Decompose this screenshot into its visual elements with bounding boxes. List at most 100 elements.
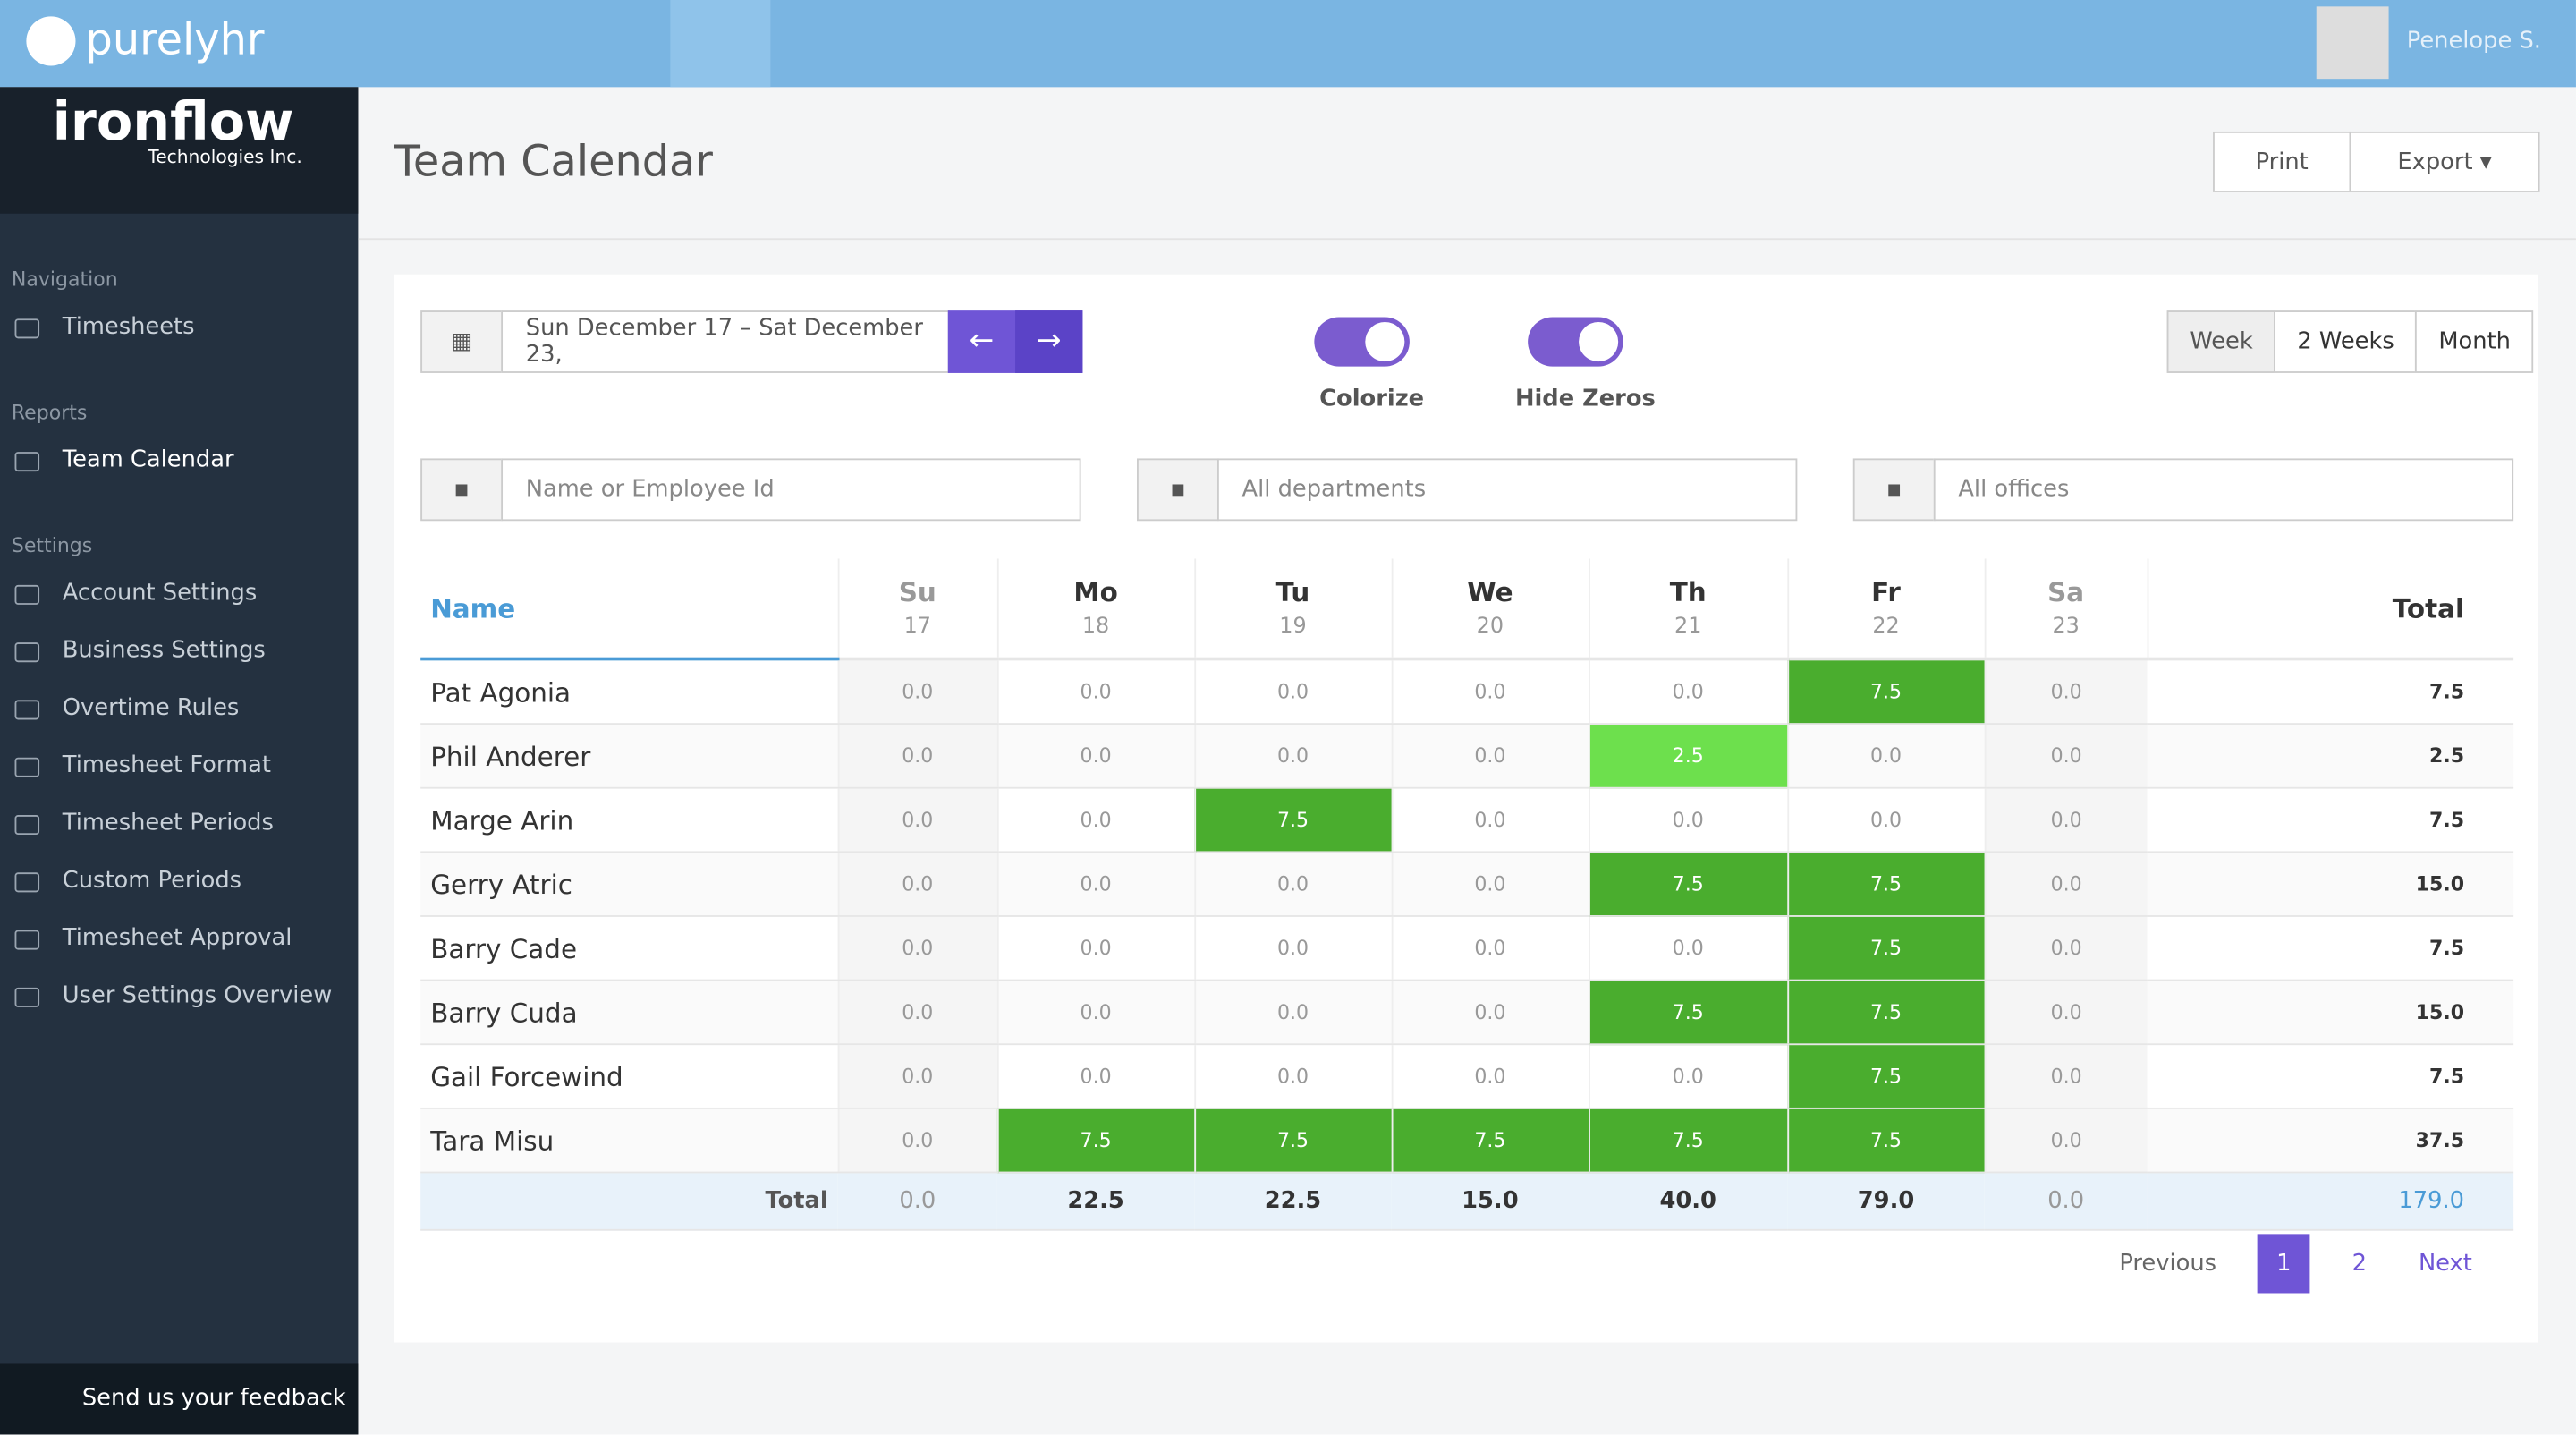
- hours-cell: 0.0: [996, 852, 1195, 917]
- toggle-label: Colorize: [1319, 386, 1425, 413]
- day-header: Th 21: [1588, 558, 1788, 661]
- prev-week[interactable]: ←: [969, 323, 995, 359]
- employee-row: Gail Forcewind 0.0 0.0 0.0 0.0 0.0 7.5 0.0 7.5: [420, 1044, 2514, 1109]
- nav: Navigation Timesheets Reports Team Calendar…: [0, 267, 358, 1069]
- hours-cell: 0.0: [1390, 980, 1589, 1046]
- logo-icon: [26, 16, 76, 66]
- day-date: 23: [2052, 614, 2080, 640]
- feedback[interactable]: Send us your feedback: [81, 1385, 346, 1412]
- hours-cell: 0.0: [1786, 724, 1985, 789]
- nav-item[interactable]: Timesheet Format: [0, 750, 358, 807]
- employee-row: Barry Cade 0.0 0.0 0.0 0.0 0.0 7.5 0.0 7.5: [420, 915, 2514, 981]
- nav-item[interactable]: Account Settings: [0, 577, 358, 634]
- employee-name[interactable]: Phil Anderer: [420, 724, 838, 789]
- print-button[interactable]: Print: [2213, 131, 2351, 192]
- next-week[interactable]: →: [1015, 310, 1083, 373]
- hours-cell: 0.0: [1390, 658, 1589, 725]
- employee-row: Marge Arin 0.0 0.0 7.5 0.0 0.0 0.0 0.0 7.5: [420, 787, 2514, 853]
- employee-name[interactable]: Gail Forcewind: [420, 1044, 838, 1109]
- day-total: 40.0: [1589, 1172, 1788, 1231]
- nav-item[interactable]: User Settings Overview: [0, 980, 358, 1037]
- hours-cell: 0.0: [1983, 658, 2148, 725]
- hours-cell: 7.5: [1588, 980, 1788, 1046]
- hours-cell: 7.5: [1786, 852, 1985, 917]
- company-box: ironflow Technologies Inc.: [0, 87, 359, 214]
- hours-cell: 0.0: [1390, 915, 1589, 981]
- view-button[interactable]: Week: [2166, 310, 2276, 373]
- day-abbr: Sa: [2047, 576, 2085, 608]
- day-header: We 20: [1390, 558, 1589, 661]
- row-total: 2.5: [2147, 724, 2514, 789]
- employee-row: Barry Cuda 0.0 0.0 0.0 0.0 7.5 7.5 0.0 15.0: [420, 980, 2514, 1046]
- nav-item[interactable]: Timesheet Periods: [0, 807, 358, 864]
- day-abbr: Tu: [1275, 576, 1310, 608]
- row-total: 7.5: [2147, 1044, 2514, 1109]
- nav-section-title: Settings: [11, 533, 93, 557]
- active-tab[interactable]: [670, 0, 771, 88]
- filter-input[interactable]: All offices: [1933, 458, 2514, 522]
- hours-cell: 0.0: [1193, 658, 1392, 725]
- nav-item[interactable]: Team Calendar: [0, 444, 358, 501]
- feedback-bar[interactable]: Send us your feedback: [0, 1363, 359, 1435]
- employee-name[interactable]: Tara Misu: [420, 1108, 838, 1174]
- row-total: 37.5: [2147, 1108, 2514, 1174]
- filter-input[interactable]: All departments: [1216, 458, 1798, 522]
- day-abbr: Mo: [1073, 576, 1118, 608]
- hours-cell: 0.0: [1390, 724, 1589, 789]
- nav-item[interactable]: Business Settings: [0, 634, 358, 692]
- day-date: 17: [903, 614, 931, 640]
- row-total: 7.5: [2147, 915, 2514, 981]
- total-header[interactable]: Total: [2146, 558, 2514, 661]
- hours-cell: 0.0: [1983, 852, 2148, 917]
- row-total: 15.0: [2147, 852, 2514, 917]
- nav-item[interactable]: Custom Periods: [0, 864, 358, 921]
- hours-cell: 0.0: [1588, 787, 1788, 853]
- name-header[interactable]: Name: [420, 558, 838, 661]
- employee-name[interactable]: Barry Cuda: [420, 980, 838, 1046]
- hours-cell: 0.0: [1193, 980, 1392, 1046]
- page[interactable]: 2: [2351, 1250, 2367, 1278]
- hours-cell: 0.0: [996, 787, 1195, 853]
- date-nav[interactable]: ← →: [947, 310, 1083, 373]
- view-button[interactable]: 2 Weeks: [2274, 310, 2418, 373]
- print-label: Print: [2255, 149, 2309, 175]
- nav-gap: [0, 501, 358, 534]
- hours-cell: 0.0: [1983, 980, 2148, 1046]
- hours-cell: 0.0: [996, 658, 1195, 725]
- day-total: 22.5: [996, 1172, 1195, 1231]
- hours-cell: 2.5: [1588, 724, 1788, 789]
- day-date: 18: [1081, 614, 1110, 640]
- nav-item[interactable]: Overtime Rules: [0, 692, 358, 749]
- toggle[interactable]: [1528, 317, 1623, 367]
- export-button[interactable]: Export ▾: [2349, 131, 2540, 192]
- toggle[interactable]: [1314, 317, 1410, 367]
- nav-section-title: Reports: [11, 401, 88, 424]
- day-total: 22.5: [1194, 1172, 1392, 1231]
- hours-cell: 0.0: [1588, 658, 1788, 725]
- hours-cell: 0.0: [836, 915, 997, 981]
- hours-cell: 0.0: [836, 852, 997, 917]
- page[interactable]: 1: [2257, 1234, 2310, 1294]
- hours-cell: 0.0: [1390, 787, 1589, 853]
- previous[interactable]: Previous: [2119, 1250, 2217, 1278]
- nav-item[interactable]: Timesheets: [0, 310, 358, 368]
- view-button[interactable]: Month: [2415, 310, 2534, 373]
- filter-input[interactable]: Name or Employee Id: [501, 458, 1081, 522]
- employee-name[interactable]: Pat Agonia: [420, 658, 838, 725]
- user-name[interactable]: Penelope S.: [2406, 28, 2542, 55]
- date-range-text: Sun December 17 – Sat December 23,: [525, 315, 923, 369]
- employee-name[interactable]: Gerry Atric: [420, 852, 838, 917]
- nav-item[interactable]: Timesheet Approval: [0, 921, 358, 979]
- date-range[interactable]: Sun December 17 – Sat December 23,: [501, 310, 950, 373]
- hours-cell: 0.0: [1588, 1044, 1788, 1109]
- day-date: 19: [1279, 614, 1307, 640]
- employee-name[interactable]: Barry Cade: [420, 915, 838, 981]
- employee-name[interactable]: Marge Arin: [420, 787, 838, 853]
- hours-cell: 0.0: [1193, 724, 1392, 789]
- next[interactable]: Next: [2418, 1250, 2472, 1278]
- hours-cell: 0.0: [1786, 787, 1985, 853]
- hours-cell: 0.0: [836, 1108, 997, 1174]
- pagination: Previous 1 2 Next: [2119, 1234, 2472, 1294]
- hours-cell: 0.0: [1983, 724, 2148, 789]
